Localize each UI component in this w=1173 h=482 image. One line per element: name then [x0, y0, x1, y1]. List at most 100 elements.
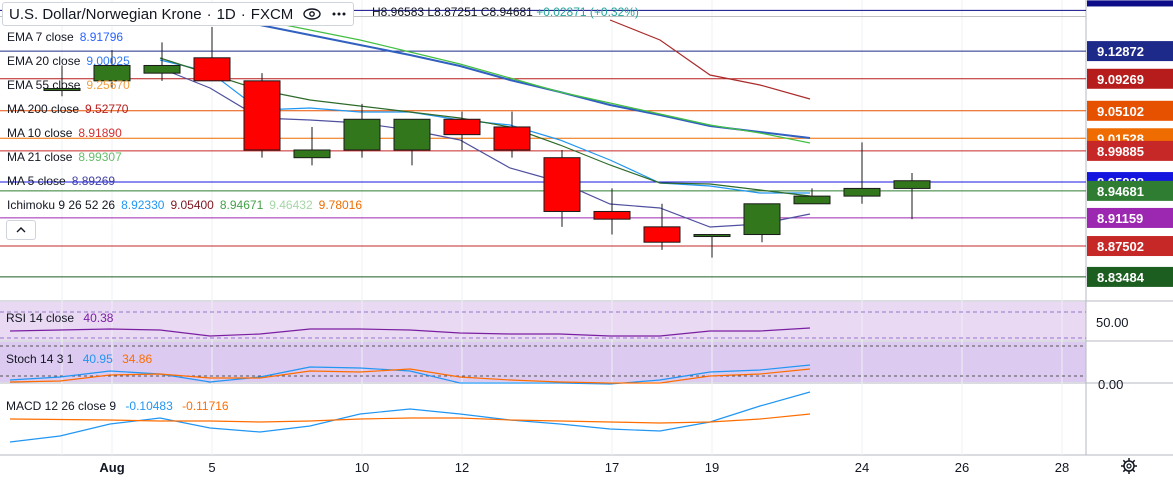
settings-gear-icon[interactable]: [1121, 458, 1137, 474]
price-tag: [1087, 6, 1173, 27]
ichimoku-value: 9.05400: [170, 198, 214, 212]
macd-signal-line: [9, 413, 811, 424]
symbol-title-box[interactable]: U.S. Dollar/Norwegian Krone · 1D · FXCM: [2, 2, 355, 26]
legend-item[interactable]: EMA 7 close 8.91796: [7, 30, 123, 44]
indicator-line: [259, 19, 811, 144]
collapse-legend-button[interactable]: [6, 220, 36, 240]
time-axis-label: 28: [1055, 460, 1069, 475]
time-axis-label: 5: [208, 460, 215, 475]
candle-body: [743, 203, 781, 236]
price-tag-label: 8.83484: [1097, 270, 1145, 285]
stoch-axis-label: 0.00: [1098, 377, 1123, 392]
candle-body: [143, 64, 181, 74]
price-tag-label: 8.94681: [1097, 184, 1144, 199]
time-axis-label: 24: [855, 460, 869, 475]
rsi-legend[interactable]: RSI 14 close 40.38: [6, 311, 114, 325]
legend-item[interactable]: EMA 55 close 9.25670: [7, 78, 130, 92]
ohlc-change: +0.02871 (+0.32%): [536, 5, 639, 19]
candle-body: [543, 157, 581, 212]
macd-pane-bg: [0, 384, 1086, 454]
time-axis-label: 10: [355, 460, 369, 475]
ohlc-close: C8.94681: [480, 5, 533, 19]
legend-item[interactable]: EMA 20 close 9.00025: [7, 54, 130, 68]
legend-item-value: 9.25670: [86, 78, 130, 92]
price-tag: [1087, 236, 1173, 257]
candlestick-series: [43, 27, 931, 258]
more-dots-icon[interactable]: [331, 6, 347, 22]
candle-body: [193, 57, 231, 82]
price-tag-label: 9.12872: [1097, 44, 1144, 59]
candle-body: [493, 126, 531, 151]
price-tag: [1087, 180, 1173, 201]
rsi-value: 40.38: [83, 311, 113, 325]
macd-legend[interactable]: MACD 12 26 close 9 -0.10483 -0.11716: [6, 399, 229, 413]
ohlc-readout: H8.96583 L8.87251 C8.94681 +0.02871 (+0.…: [372, 5, 639, 19]
legend-item-value: 8.91796: [80, 30, 124, 44]
legend-item[interactable]: MA 21 close 8.99307: [7, 150, 122, 164]
legend-item-value: 9.52770: [85, 102, 129, 116]
time-axis-label: 17: [605, 460, 619, 475]
stoch-name: Stoch 14 3 1: [6, 352, 74, 366]
candle-body: [393, 118, 431, 151]
legend-item[interactable]: MA 200 close 9.52770: [7, 102, 129, 116]
candle-body: [593, 210, 631, 220]
price-tag-label: 8.91159: [1097, 211, 1143, 226]
price-tag-label: 9.17378: [1097, 9, 1144, 24]
rsi-axis-label: 50.00: [1096, 315, 1129, 330]
candle-body: [43, 88, 81, 92]
time-axis-label: 12: [455, 460, 469, 475]
price-tag-label: 8.87502: [1097, 239, 1144, 254]
ichimoku-value: 8.94671: [220, 198, 264, 212]
legend-item-name: EMA 20 close: [7, 54, 81, 68]
macd-value: -0.10483: [125, 399, 173, 413]
time-axis-label: 26: [955, 460, 969, 475]
price-tag: [1087, 207, 1173, 228]
candle-body: [893, 180, 931, 189]
legend-item-value: 8.91890: [78, 126, 122, 140]
interval-label: 1D: [216, 5, 236, 23]
stoch-k-value: 40.95: [83, 352, 113, 366]
price-tag: [1087, 100, 1173, 121]
price-tag: [1087, 266, 1173, 287]
candle-body: [243, 80, 281, 151]
legend-item-name: MA 10 close: [7, 126, 73, 140]
legend-item[interactable]: MA 10 close 8.91890: [7, 126, 122, 140]
macd-signal-value: -0.11716: [182, 399, 229, 413]
visibility-eye-icon[interactable]: [301, 6, 323, 22]
candle-body: [843, 187, 881, 197]
stoch-d-value: 34.86: [122, 352, 152, 366]
legend-item-value: 8.89269: [72, 174, 116, 188]
legend-item-value: 8.99307: [78, 150, 122, 164]
price-tag: [1087, 140, 1173, 161]
candle-body: [293, 149, 331, 159]
candle-body: [693, 234, 731, 238]
main-pane-bg: [0, 0, 1086, 300]
ohlc-low: L8.87251: [427, 5, 478, 19]
stoch-k-line: [9, 364, 811, 385]
price-tag: [1087, 68, 1173, 89]
time-axis[interactable]: Aug 5 10 12 17 19 24 26 28: [99, 460, 1069, 475]
legend-item-name: MA 5 close: [7, 174, 66, 188]
price-tag-label: 9.05102: [1097, 104, 1144, 119]
ichimoku-legend[interactable]: Ichimoku 9 26 52 26 8.92330 9.05400 8.94671…: [7, 198, 362, 212]
ichimoku-value: 9.46432: [269, 198, 313, 212]
legend-item-name: EMA 55 close: [7, 78, 81, 92]
rsi-line: [9, 327, 811, 337]
ichimoku-value: 9.78016: [319, 198, 363, 212]
macd-line: [9, 391, 811, 443]
time-axis-label: Aug: [99, 460, 124, 475]
ohlc-high: H8.96583: [372, 5, 425, 19]
legend-item-name: MA 200 close: [7, 102, 79, 116]
price-axis-tags: 9.181699.173789.128729.092699.051029.015…: [1087, 0, 1173, 287]
time-axis-label: 19: [705, 460, 719, 475]
price-tag-label: 8.99885: [1097, 144, 1144, 159]
macd-name: MACD 12 26 close 9: [6, 399, 116, 413]
ichimoku-name: Ichimoku 9 26 52 26: [7, 198, 115, 212]
legend-item[interactable]: MA 5 close 8.89269: [7, 174, 115, 188]
candle-body: [793, 195, 831, 205]
stoch-legend[interactable]: Stoch 14 3 1 40.95 34.86: [6, 352, 152, 366]
candle-body: [443, 118, 481, 136]
ichimoku-value: 8.92330: [121, 198, 165, 212]
